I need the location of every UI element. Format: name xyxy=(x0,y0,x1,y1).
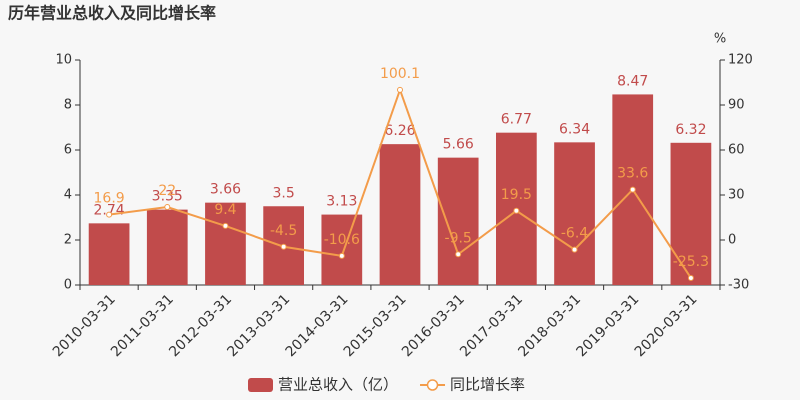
y-tick-label: 10 xyxy=(55,53,72,68)
bar-value-label: 6.77 xyxy=(501,112,532,128)
line-value-label: 9.4 xyxy=(214,202,236,218)
bar xyxy=(379,144,421,285)
y-tick-label: 4 xyxy=(64,188,72,203)
line-value-label: 33.6 xyxy=(617,166,648,182)
line-point xyxy=(164,204,171,210)
y2-tick-label: -30 xyxy=(728,278,749,293)
y2-tick-label: 30 xyxy=(728,188,745,203)
bar-value-label: 3.5 xyxy=(273,185,295,201)
line-value-label: -25.3 xyxy=(673,254,709,270)
line-value-label: -10.6 xyxy=(324,232,360,248)
legend-label: 营业总收入（亿） xyxy=(278,376,398,394)
line-point xyxy=(106,211,113,218)
y2-tick-label: 0 xyxy=(728,233,736,248)
y2-tick-label: 120 xyxy=(728,53,753,68)
legend-label: 同比增长率 xyxy=(450,376,525,394)
y-tick-label: 6 xyxy=(64,143,72,158)
chart-title: 历年营业总收入及同比增长率 xyxy=(8,4,216,23)
bar xyxy=(554,142,595,285)
bar-value-label: 6.34 xyxy=(559,121,590,137)
bar-value-label: 3.35 xyxy=(152,189,183,205)
line-value-label: 100.1 xyxy=(380,66,420,82)
line-value-label: -6.4 xyxy=(561,226,588,242)
y-tick-label: 8 xyxy=(64,98,72,113)
line-point xyxy=(629,186,636,193)
bar-value-label: 8.47 xyxy=(617,73,648,89)
bar-value-label: 6.26 xyxy=(384,123,415,139)
y2-tick-label: 90 xyxy=(728,98,745,113)
line-point xyxy=(397,86,403,93)
line-value-label: -9.5 xyxy=(445,230,472,246)
line-point xyxy=(338,252,345,259)
x-tick-label: 2020-03-31 xyxy=(632,291,701,360)
line-point xyxy=(280,243,287,250)
y2-axis-label: % xyxy=(714,32,726,47)
bar-value-label: 3.13 xyxy=(326,194,357,210)
line-value-label: 16.9 xyxy=(94,191,125,207)
bar xyxy=(437,157,479,285)
bar-value-label: 3.66 xyxy=(210,182,241,198)
bar xyxy=(321,214,363,285)
bar xyxy=(146,209,188,285)
line-point xyxy=(571,246,578,253)
line-point xyxy=(455,251,462,258)
legend-swatch xyxy=(426,379,439,391)
line-point xyxy=(513,207,520,214)
y2-tick-label: 60 xyxy=(728,143,745,158)
bar-value-label: 6.32 xyxy=(675,122,706,138)
bar-value-label: 5.66 xyxy=(443,137,474,153)
bar xyxy=(88,223,130,285)
line-point xyxy=(687,274,694,281)
y-tick-label: 2 xyxy=(64,233,72,248)
line-value-label: 22 xyxy=(158,183,176,199)
bar xyxy=(205,202,246,285)
line-point xyxy=(222,222,229,229)
line-value-label: -4.5 xyxy=(270,223,297,239)
bar xyxy=(670,142,712,285)
legend-swatch xyxy=(248,378,273,392)
line-value-label: 19.5 xyxy=(501,187,532,203)
y-tick-label: 0 xyxy=(64,278,72,293)
